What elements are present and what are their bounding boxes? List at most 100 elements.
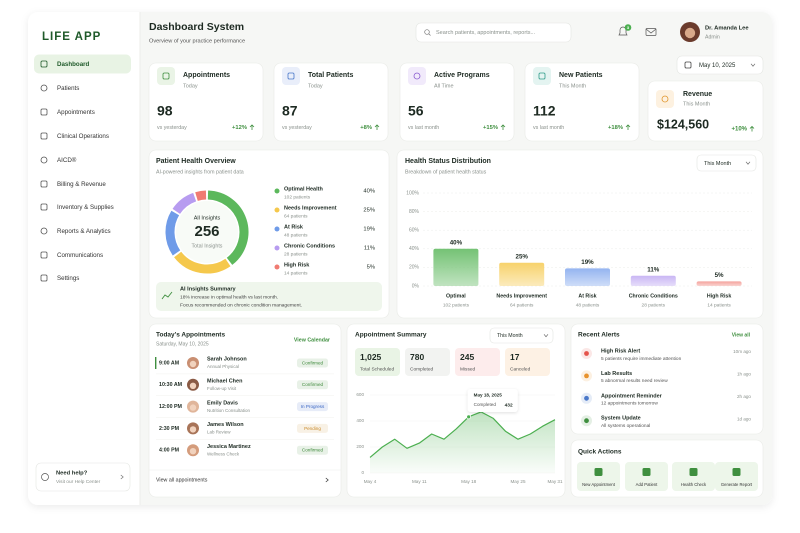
alert-title: System Update	[601, 416, 641, 422]
view-calendar-link[interactable]: View Calendar	[294, 337, 330, 343]
dropdown-label[interactable]: This Month	[704, 161, 731, 167]
legend-label: At Risk	[284, 224, 304, 230]
stat-card	[399, 62, 515, 142]
revenue-card	[647, 80, 764, 142]
quick-action-button[interactable]	[672, 462, 715, 491]
appointment-type: Nutrition Consultation	[207, 408, 251, 413]
nav-label[interactable]: Reports & Analytics	[57, 228, 111, 235]
stat-card	[524, 62, 640, 142]
x-tick-sublabel: 28 patients	[642, 302, 666, 308]
nav-label[interactable]: Clinical Operations	[57, 133, 109, 140]
y-tick-label: 100%	[406, 190, 419, 196]
stat-comparison: vs last month	[408, 125, 439, 131]
view-all-appointments[interactable]: View all appointments	[156, 477, 208, 483]
patient-name: Emily Davis	[207, 400, 238, 406]
nav-label[interactable]: Communications	[57, 252, 103, 259]
patient-name: James Wilson	[207, 422, 244, 428]
alert-icon	[584, 351, 589, 356]
panel-subtitle: Breakdown of patient health status	[405, 169, 487, 175]
nav-item[interactable]	[34, 150, 131, 170]
help-box[interactable]	[35, 462, 131, 492]
nav-item[interactable]	[34, 78, 131, 98]
search-box[interactable]	[415, 22, 572, 43]
legend-value: 11%	[364, 246, 375, 252]
tooltip-label: Completed	[474, 402, 497, 407]
panel-title: Today's Appointments	[156, 332, 225, 339]
legend-value: 19%	[363, 227, 375, 233]
nav-label[interactable]: Dashboard	[57, 61, 90, 68]
nav-label[interactable]: Patients	[57, 85, 79, 92]
nav-label[interactable]: Settings	[57, 275, 79, 282]
stat-value: 112	[533, 103, 556, 119]
bar-value-label: 5%	[715, 272, 724, 279]
view-all-alerts[interactable]: View all	[732, 332, 751, 338]
mail-icon[interactable]	[645, 28, 657, 36]
patient-avatar-face	[189, 404, 197, 411]
stat-icon	[661, 95, 669, 103]
stat-value: 56	[408, 103, 424, 119]
nav-item[interactable]	[34, 54, 131, 74]
dropdown-label[interactable]: This Month	[497, 333, 523, 339]
quick-action-label[interactable]: Add Patient	[636, 482, 658, 487]
nav-item[interactable]	[34, 126, 131, 146]
legend-dot	[274, 226, 280, 232]
y-tick-label: 40%	[409, 246, 420, 252]
dropdown[interactable]	[696, 154, 757, 172]
nav-icon	[40, 84, 48, 92]
stat-value: 98	[157, 103, 173, 119]
nav-label[interactable]: Inventory & Supplies	[57, 204, 114, 211]
nav-item[interactable]	[34, 197, 131, 217]
quick-action-button[interactable]	[625, 462, 668, 491]
stat-period: This Month	[683, 101, 710, 107]
quick-action-button[interactable]	[715, 462, 758, 491]
donut-segment	[174, 251, 231, 274]
bell-icon[interactable]	[618, 26, 628, 36]
bar-value-label: 11%	[647, 266, 660, 273]
y-tick-label: 400	[356, 418, 364, 423]
nav-item[interactable]	[34, 221, 131, 241]
alert-text: 12 appointments tomorrow	[601, 401, 658, 407]
legend-label: High Risk	[284, 262, 310, 268]
status-badge	[297, 380, 328, 390]
appointment-time: 12:00 PM	[159, 404, 183, 410]
appointment-time: 9:00 AM	[159, 360, 180, 366]
stat-change: +8%	[360, 125, 372, 131]
status-badge	[297, 423, 328, 433]
panel-subtitle: AI-powered insights from patient data	[156, 169, 244, 175]
stat-icon-bg	[656, 90, 674, 108]
stat-title: Appointments	[183, 72, 230, 79]
x-tick-label: May 25	[510, 479, 526, 484]
nav-icon	[40, 108, 48, 116]
stat-icon	[287, 72, 295, 80]
nav-label[interactable]: AICD®	[57, 157, 77, 164]
y-tick-label: 80%	[409, 209, 420, 215]
chevron	[120, 474, 124, 480]
x-tick-label: May 18	[461, 479, 477, 484]
y-tick-label: 200	[356, 444, 364, 449]
quick-action-label[interactable]: New Appointment	[582, 482, 616, 487]
nav-item[interactable]	[34, 268, 131, 288]
quick-action-button[interactable]	[577, 462, 620, 491]
user-avatar-face	[684, 27, 696, 39]
alert-icon	[584, 373, 589, 379]
quick-action-label[interactable]: Generate Report	[721, 482, 753, 487]
notification-count: 3	[627, 25, 630, 30]
nav-item[interactable]	[34, 102, 131, 122]
nav-item[interactable]	[34, 245, 131, 265]
calendar-icon	[684, 61, 692, 69]
stat-title: Revenue	[683, 91, 712, 98]
chevron	[750, 63, 756, 67]
date-selector[interactable]	[676, 55, 764, 75]
appointment-time: 4:00 PM	[159, 448, 180, 454]
date-text[interactable]: May 10, 2025	[699, 63, 736, 69]
nav-icon	[40, 274, 48, 282]
quick-action-label[interactable]: Health Check	[681, 482, 707, 487]
nav-item[interactable]	[34, 174, 131, 194]
nav-label[interactable]: Billing & Revenue	[57, 181, 106, 188]
dropdown[interactable]	[489, 327, 554, 344]
y-tick-label: 0	[361, 470, 364, 475]
legend-dot	[274, 264, 280, 270]
nav-label[interactable]: Appointments	[57, 109, 95, 116]
search-placeholder[interactable]: Search patients, appointments, reports..…	[436, 30, 536, 36]
alert-time: 2h ago	[737, 394, 751, 399]
